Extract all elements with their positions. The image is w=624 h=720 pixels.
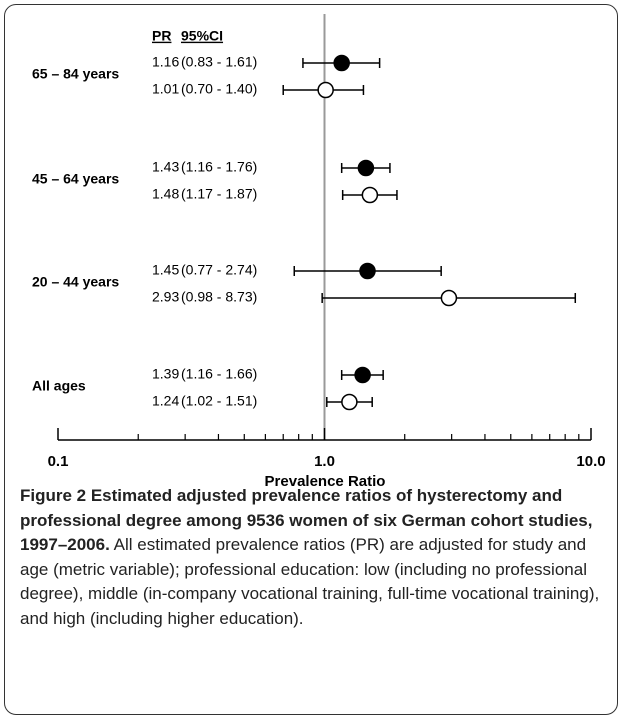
point-estimate: [361, 186, 379, 204]
caption-title: Figure 2 Estimated adjusted prevalence r…: [20, 486, 593, 554]
ci-label: (0.70 - 1.40): [181, 81, 257, 97]
pr-label: 1.24: [152, 393, 179, 409]
ci-label: (0.83 - 1.61): [181, 54, 257, 70]
column-header: 95%CI: [181, 28, 223, 44]
pr-label: 1.16: [152, 54, 179, 70]
caption-text: All estimated prevalence ratios (PR) are…: [20, 535, 600, 628]
pr-label: 1.48: [152, 186, 179, 202]
ci-label: (0.98 - 8.73): [181, 289, 257, 305]
point-estimate: [440, 289, 458, 307]
ci-label: (0.77 - 2.74): [181, 262, 257, 278]
x-tick-label: 0.1: [48, 453, 69, 470]
column-header: PR: [152, 28, 171, 44]
pr-label: 1.45: [152, 262, 179, 278]
pr-label: 1.01: [152, 81, 179, 97]
ci-label: (1.16 - 1.76): [181, 159, 257, 175]
group-label: All ages: [32, 378, 86, 394]
x-tick-label: 10.0: [576, 453, 605, 470]
point-estimate: [354, 366, 371, 384]
point-estimate: [357, 159, 375, 177]
group-label: 45 – 64 years: [32, 171, 119, 187]
ci-label: (1.02 - 1.51): [181, 393, 257, 409]
group-label: 20 – 44 years: [32, 274, 119, 290]
point-estimate: [341, 393, 358, 411]
figure-frame: [4, 4, 618, 715]
x-axis-label: Prevalence Ratio: [265, 473, 386, 490]
caption: Figure 2 Estimated adjusted prevalence r…: [20, 484, 612, 631]
ci-label: (1.16 - 1.66): [181, 366, 257, 382]
chart: PR 95%CI Prevalence Ratio 0.1 1.0 10.0 65 –…: [32, 14, 606, 490]
point-estimate: [317, 81, 334, 99]
point-estimate: [333, 54, 350, 72]
pr-label: 1.39: [152, 366, 179, 382]
x-tick-label: 1.0: [314, 453, 335, 470]
group-label: 65 – 84 years: [32, 66, 119, 82]
pr-label: 2.93: [152, 289, 179, 305]
ci-label: (1.17 - 1.87): [181, 186, 257, 202]
point-estimate: [359, 262, 376, 280]
pr-label: 1.43: [152, 159, 179, 175]
